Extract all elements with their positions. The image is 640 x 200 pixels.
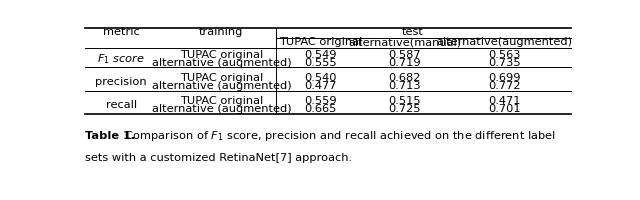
Text: alternative (augmented): alternative (augmented) bbox=[152, 81, 291, 91]
Text: TUPAC original: TUPAC original bbox=[279, 37, 362, 47]
Text: 0.772: 0.772 bbox=[488, 81, 520, 91]
Text: 0.701: 0.701 bbox=[488, 104, 520, 114]
Text: 0.563: 0.563 bbox=[488, 50, 520, 60]
Text: training: training bbox=[199, 27, 244, 37]
Text: precision: precision bbox=[95, 77, 147, 87]
Text: alternative (augmented): alternative (augmented) bbox=[152, 58, 291, 68]
Text: 0.682: 0.682 bbox=[388, 73, 421, 83]
Text: 0.559: 0.559 bbox=[304, 96, 337, 106]
Text: 0.540: 0.540 bbox=[304, 73, 337, 83]
Text: 0.471: 0.471 bbox=[488, 96, 520, 106]
Text: alternative (augmented): alternative (augmented) bbox=[152, 104, 291, 114]
Text: sets with a customized RetinaNet[7] approach.: sets with a customized RetinaNet[7] appr… bbox=[85, 153, 352, 163]
Text: 0.515: 0.515 bbox=[388, 96, 421, 106]
Text: test: test bbox=[401, 27, 423, 37]
Text: TUPAC original: TUPAC original bbox=[180, 73, 263, 83]
Text: 0.549: 0.549 bbox=[304, 50, 337, 60]
Text: 0.555: 0.555 bbox=[304, 58, 337, 68]
Text: 0.719: 0.719 bbox=[388, 58, 421, 68]
Text: 0.665: 0.665 bbox=[305, 104, 337, 114]
Text: recall: recall bbox=[106, 100, 137, 110]
Text: Table 1.: Table 1. bbox=[85, 131, 135, 141]
Text: 0.587: 0.587 bbox=[388, 50, 421, 60]
Text: $F_1$ score: $F_1$ score bbox=[97, 52, 145, 66]
Text: Comparison of $F_1$ score, precision and recall achieved on the different label: Comparison of $F_1$ score, precision and… bbox=[121, 129, 556, 143]
Text: metric: metric bbox=[103, 27, 140, 37]
Text: alternative(manual): alternative(manual) bbox=[348, 37, 461, 47]
Text: alternative(augmented): alternative(augmented) bbox=[436, 37, 572, 47]
Text: 0.735: 0.735 bbox=[488, 58, 520, 68]
Text: 0.725: 0.725 bbox=[388, 104, 421, 114]
Text: TUPAC original: TUPAC original bbox=[180, 50, 263, 60]
Text: 0.477: 0.477 bbox=[304, 81, 337, 91]
Text: 0.713: 0.713 bbox=[388, 81, 421, 91]
Text: TUPAC original: TUPAC original bbox=[180, 96, 263, 106]
Text: 0.699: 0.699 bbox=[488, 73, 520, 83]
